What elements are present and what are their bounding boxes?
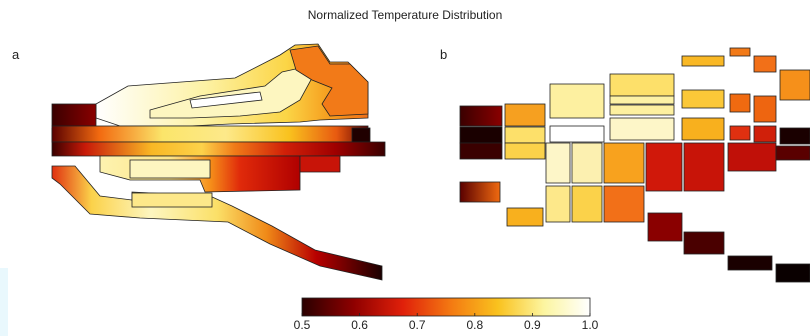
panel-b-block bbox=[727, 142, 777, 172]
colorbar bbox=[301, 297, 591, 317]
panel-b-block bbox=[609, 117, 675, 141]
panel-b-block bbox=[571, 185, 603, 223]
panel-b-block bbox=[571, 142, 603, 184]
panel-b-block bbox=[459, 142, 503, 160]
panel-b-block bbox=[545, 185, 571, 223]
panel-b-block bbox=[609, 95, 675, 105]
panel-b-block bbox=[603, 185, 645, 223]
side-strip bbox=[0, 268, 8, 336]
panel-b-block bbox=[681, 55, 725, 67]
panel-b-block bbox=[753, 125, 777, 143]
panel-b-block bbox=[729, 125, 751, 141]
panel-b-block bbox=[729, 47, 751, 57]
colorbar-tick-label: 1.0 bbox=[581, 318, 599, 332]
panel-b-block bbox=[681, 117, 725, 141]
panel-b-label: b bbox=[440, 47, 448, 62]
panel-a-strip-upper-right bbox=[351, 127, 371, 143]
panel-a-left-block-1 bbox=[51, 103, 97, 127]
panel-b-block bbox=[645, 142, 683, 192]
panel-b-block bbox=[775, 145, 810, 161]
panel-b-block bbox=[779, 127, 810, 145]
panel-b-block bbox=[753, 55, 777, 73]
colorbar-tick-label: 0.7 bbox=[408, 318, 426, 332]
panel-b-block bbox=[545, 142, 571, 184]
panel-b-block bbox=[549, 83, 605, 119]
colorbar-tick-label: 0.5 bbox=[293, 318, 311, 332]
panel-b-blocks bbox=[459, 47, 810, 283]
panel-b-block bbox=[549, 125, 605, 143]
panel-b-block bbox=[504, 142, 546, 160]
colorbar-tick-label: 0.6 bbox=[351, 318, 368, 332]
panel-a-right-step bbox=[299, 155, 341, 173]
panel-a-middle-slot bbox=[129, 159, 211, 179]
panel-b-block bbox=[753, 95, 777, 123]
panel-b-block bbox=[647, 212, 683, 242]
panel-b-block bbox=[504, 126, 546, 144]
panel-a-strip-dark bbox=[51, 141, 386, 157]
panel-b-block bbox=[459, 181, 501, 203]
colorbar-ticks bbox=[301, 313, 591, 316]
panel-b-block bbox=[683, 231, 725, 255]
panel-a-lower-slot bbox=[131, 192, 213, 208]
colorbar-tick-label: 0.9 bbox=[524, 318, 541, 332]
panel-b-block bbox=[681, 89, 725, 109]
panel-a-label: a bbox=[12, 47, 20, 62]
panel-b-block bbox=[603, 142, 645, 184]
panel-b-block bbox=[727, 255, 773, 271]
panel-b-block bbox=[775, 263, 810, 283]
figure-title: Normalized Temperature Distribution bbox=[307, 8, 503, 22]
panel-b-block bbox=[504, 103, 546, 127]
colorbar-tick-label: 0.8 bbox=[466, 318, 484, 332]
colorbar-gradient bbox=[301, 297, 591, 317]
panel-a-diagram bbox=[51, 43, 386, 281]
panel-a-inner-slot bbox=[189, 91, 263, 109]
panel-a-hot-tip bbox=[289, 45, 369, 117]
panel-a-inner-channel bbox=[149, 67, 313, 119]
panel-b-block bbox=[779, 69, 810, 101]
panel-b-block bbox=[459, 126, 503, 144]
panel-b-block bbox=[506, 207, 544, 227]
panel-b-block bbox=[729, 93, 751, 113]
panel-b-block bbox=[683, 142, 725, 192]
panel-b-block bbox=[609, 104, 675, 116]
panel-a-strip-upper bbox=[51, 125, 369, 143]
panel-b-block bbox=[609, 73, 675, 97]
panel-b-block bbox=[459, 105, 503, 127]
